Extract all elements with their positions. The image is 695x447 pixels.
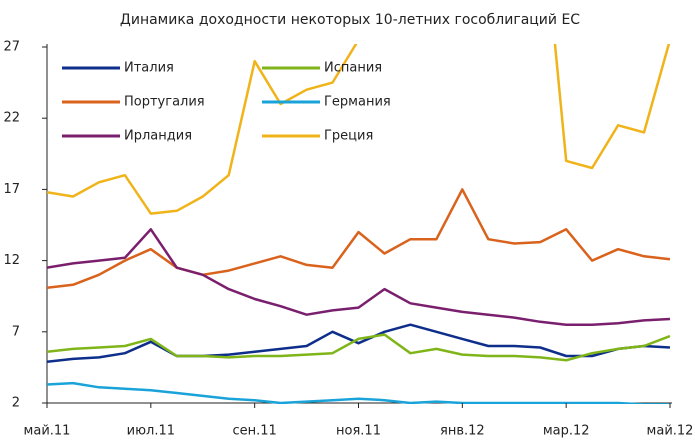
chart-title: Динамика доходности некоторых 10-летних …: [120, 12, 580, 28]
legend-label: Италия: [124, 61, 174, 76]
series-line: [47, 188, 671, 289]
series-line: [47, 333, 671, 362]
x-tick-label: янв.12: [440, 424, 485, 439]
y-tick-label: 12: [3, 253, 20, 268]
legend-label: Ирландия: [124, 129, 192, 144]
series-line: [47, 228, 671, 326]
plot-area: [47, 44, 671, 404]
legend-label: Греция: [324, 129, 373, 144]
x-tick-label: мар.12: [543, 424, 590, 439]
x-tick-label: июл.11: [127, 424, 175, 439]
y-tick-label: 2: [12, 396, 20, 411]
x-tick-label: ноя.11: [336, 424, 381, 439]
legend-label: Португалия: [124, 95, 205, 110]
series-line: [47, 381, 670, 404]
y-tick-label: 17: [3, 182, 20, 197]
x-tick-label: май.12: [647, 424, 694, 439]
series-line: [47, 323, 671, 363]
series-line: [47, 44, 671, 215]
x-tick-label: май.11: [24, 424, 71, 439]
legend-label: Испания: [324, 61, 382, 76]
y-tick-label: 22: [3, 111, 20, 126]
x-tick-label: сен.11: [233, 424, 277, 439]
legend-label: Германия: [324, 95, 391, 110]
y-tick-label: 27: [3, 40, 20, 55]
y-tick-label: 7: [12, 324, 20, 339]
